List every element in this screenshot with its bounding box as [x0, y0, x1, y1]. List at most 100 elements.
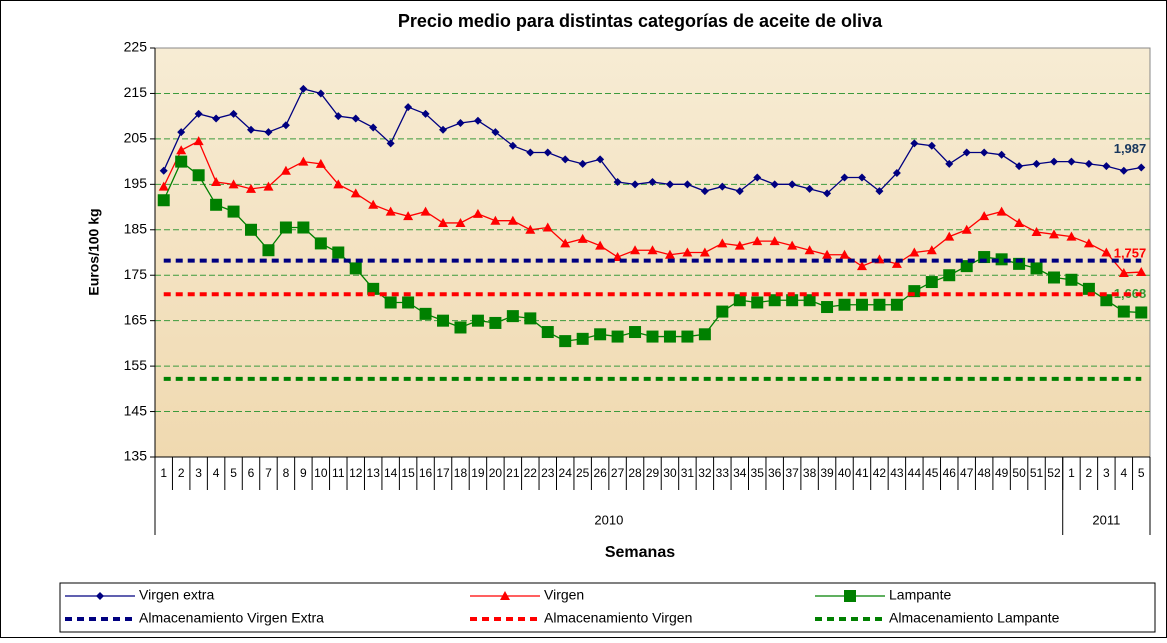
- x-tick-label: 22: [524, 466, 538, 480]
- point: [962, 148, 971, 157]
- point: [1030, 262, 1043, 275]
- x-tick-label: 5: [1138, 466, 1145, 480]
- point: [421, 109, 430, 118]
- point: [945, 159, 954, 168]
- x-tick-label: 38: [803, 466, 817, 480]
- x-tick-label: 15: [401, 466, 415, 480]
- y-tick-label: 165: [124, 311, 148, 327]
- point: [368, 199, 379, 209]
- point: [1015, 162, 1024, 171]
- point: [263, 181, 274, 191]
- x-tick-label: 3: [195, 466, 202, 480]
- point: [386, 139, 395, 148]
- point: [665, 180, 674, 189]
- chart-title: Precio medio para distintas categorías d…: [398, 11, 883, 31]
- point: [856, 261, 867, 271]
- x-tick-label: 28: [628, 466, 642, 480]
- point: [664, 249, 675, 259]
- point: [228, 179, 239, 189]
- point: [508, 141, 517, 150]
- point: [1066, 231, 1077, 241]
- point: [297, 221, 310, 234]
- x-tick-label: 16: [419, 466, 433, 480]
- x-tick-label: 42: [873, 466, 887, 480]
- point: [1137, 163, 1146, 172]
- point: [299, 84, 308, 93]
- point: [541, 326, 554, 339]
- x-tick-label: 24: [559, 466, 573, 480]
- point: [682, 247, 693, 257]
- x-tick-label: 51: [1030, 466, 1044, 480]
- x-tick-label: 37: [785, 466, 799, 480]
- group-label: 2010: [594, 512, 623, 527]
- point: [349, 262, 362, 275]
- point: [489, 316, 502, 329]
- point: [804, 245, 815, 255]
- legend-label: Almacenamiento Lampante: [889, 610, 1060, 626]
- x-tick-label: 17: [436, 466, 450, 480]
- point: [629, 326, 642, 339]
- point: [1067, 157, 1076, 166]
- point: [439, 125, 448, 134]
- point: [334, 112, 343, 121]
- point: [543, 148, 552, 157]
- x-tick-label: 13: [367, 466, 381, 480]
- x-tick-label: 41: [855, 466, 869, 480]
- point: [1118, 267, 1129, 277]
- point: [822, 249, 833, 259]
- point: [681, 330, 694, 343]
- x-tick-label: 18: [454, 466, 468, 480]
- x-tick-label: 21: [506, 466, 520, 480]
- legend-label: Almacenamiento Virgen: [544, 610, 692, 626]
- point: [559, 335, 572, 348]
- point: [175, 155, 188, 168]
- point: [577, 233, 588, 243]
- point: [1049, 157, 1058, 166]
- point: [1032, 159, 1041, 168]
- x-tick-label: 26: [593, 466, 607, 480]
- point: [631, 180, 640, 189]
- point: [840, 173, 849, 182]
- point: [875, 187, 884, 196]
- point: [473, 116, 482, 125]
- y-tick-label: 135: [124, 448, 148, 464]
- point: [788, 180, 797, 189]
- x-tick-label: 29: [646, 466, 660, 480]
- legend: [59, 582, 1156, 633]
- point: [873, 298, 886, 311]
- x-tick-label: 49: [995, 466, 1009, 480]
- point: [855, 298, 868, 311]
- x-tick-label: 2: [178, 466, 185, 480]
- point: [542, 222, 553, 232]
- point: [698, 328, 711, 341]
- point: [926, 245, 937, 255]
- point: [943, 269, 956, 282]
- point: [752, 236, 763, 246]
- point: [1135, 306, 1148, 319]
- point: [158, 181, 169, 191]
- point: [281, 121, 290, 130]
- x-tick-label: 32: [698, 466, 712, 480]
- x-tick-label: 10: [314, 466, 328, 480]
- point: [526, 148, 535, 157]
- y-tick-label: 195: [124, 175, 148, 191]
- y-axis-title: Euros/100 kg: [86, 208, 102, 295]
- point: [350, 188, 361, 198]
- point: [314, 237, 327, 250]
- point: [613, 178, 622, 187]
- point: [770, 180, 779, 189]
- point: [298, 156, 309, 166]
- point: [594, 328, 607, 341]
- point: [925, 276, 938, 289]
- point: [596, 155, 605, 164]
- x-tick-label: 9: [300, 466, 307, 480]
- point: [733, 294, 746, 307]
- point: [351, 114, 360, 123]
- point: [490, 215, 501, 225]
- point: [1014, 217, 1025, 227]
- x-tick-label: 36: [768, 466, 782, 480]
- point: [1100, 294, 1113, 307]
- x-axis-title: Semanas: [605, 544, 675, 561]
- y-tick-label: 155: [124, 357, 148, 373]
